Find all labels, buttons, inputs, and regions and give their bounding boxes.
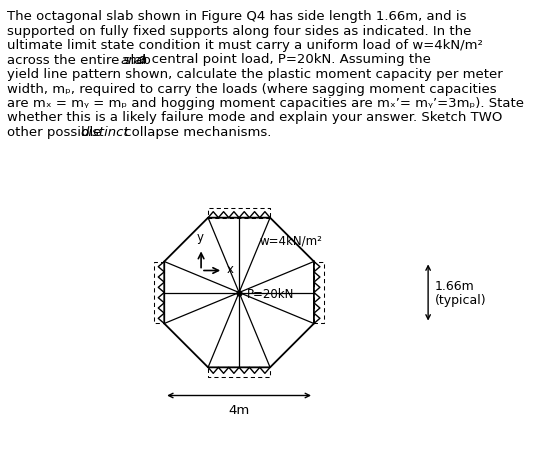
Text: (typical): (typical) — [435, 294, 486, 307]
Text: P=20kN: P=20kN — [247, 288, 295, 301]
Text: are mₓ = mᵧ = mₚ and hogging moment capacities are mₓ’= mᵧ’=3mₚ). State: are mₓ = mᵧ = mₚ and hogging moment capa… — [7, 97, 524, 110]
Text: The octagonal slab shown in Figure Q4 has side length 1.66m, and is: The octagonal slab shown in Figure Q4 ha… — [7, 10, 466, 23]
Text: 1.66m: 1.66m — [435, 280, 475, 293]
Text: whether this is a likely failure mode and explain your answer. Sketch TWO: whether this is a likely failure mode an… — [7, 112, 502, 125]
Text: w=4kN/m²: w=4kN/m² — [259, 234, 322, 247]
Text: y: y — [197, 231, 203, 244]
Text: x: x — [227, 263, 234, 276]
Text: a central point load, P=20kN. Assuming the: a central point load, P=20kN. Assuming t… — [135, 54, 431, 67]
Text: across the entire slab: across the entire slab — [7, 54, 155, 67]
Text: distinct: distinct — [81, 126, 130, 139]
Text: width, mₚ, required to carry the loads (where sagging moment capacities: width, mₚ, required to carry the loads (… — [7, 82, 497, 95]
Text: ultimate limit state condition it must carry a uniform load of w=4kN/m²: ultimate limit state condition it must c… — [7, 39, 483, 52]
Text: collapse mechanisms.: collapse mechanisms. — [120, 126, 272, 139]
Text: supported on fully fixed supports along four sides as indicated. In the: supported on fully fixed supports along … — [7, 24, 471, 37]
Text: other possible: other possible — [7, 126, 106, 139]
Text: yield line pattern shown, calculate the plastic moment capacity per meter: yield line pattern shown, calculate the … — [7, 68, 503, 81]
Text: 4m: 4m — [229, 404, 250, 417]
Text: and: and — [120, 54, 145, 67]
